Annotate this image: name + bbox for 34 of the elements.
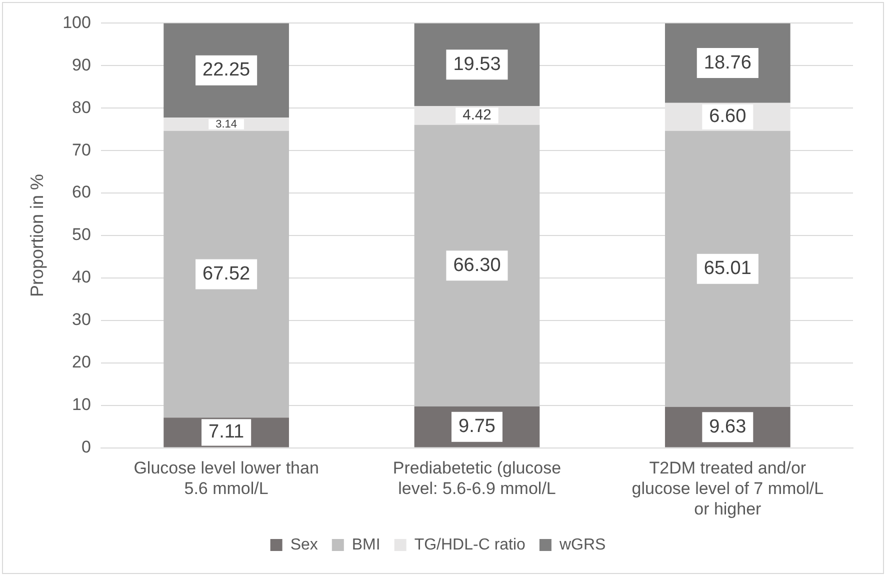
x-tick-label: T2DM treated and/or glucose level of 7 mmol/L or higher xyxy=(632,458,824,518)
y-axis-title: Proportion in % xyxy=(26,174,47,298)
y-tick-label: 10 xyxy=(72,395,91,414)
bar xyxy=(164,130,289,418)
y-tick-label: 50 xyxy=(72,225,91,244)
data-label: 6.60 xyxy=(709,106,746,128)
x-tick-label: Prediabetetic (glucose level: 5.6-6.9 mmol/L xyxy=(392,458,562,498)
data-label: 7.11 xyxy=(208,422,244,443)
legend-label: Sex xyxy=(290,536,318,554)
data-label: 9.63 xyxy=(709,416,746,438)
x-tick-label: Glucose level lower than 5.6 mmol/L xyxy=(134,458,319,498)
data-label: 9.75 xyxy=(458,416,496,438)
y-tick-label: 90 xyxy=(72,55,91,74)
legend-label: wGRS xyxy=(558,536,606,554)
data-label: 18.76 xyxy=(704,52,752,74)
bar xyxy=(664,130,790,407)
data-label: 3.14 xyxy=(216,118,238,130)
bar xyxy=(414,124,540,406)
legend-label: TG/HDL-C ratio xyxy=(414,536,526,554)
data-label: 19.53 xyxy=(453,54,501,75)
y-tick-label: 60 xyxy=(72,182,91,202)
legend-label: BMI xyxy=(352,536,380,554)
data-label: 4.42 xyxy=(462,108,492,124)
y-tick-label: 20 xyxy=(72,352,91,372)
y-tick-label: 40 xyxy=(72,268,91,287)
data-label: 67.52 xyxy=(202,264,250,284)
y-tick-label: 80 xyxy=(72,98,91,117)
y-tick-label: 70 xyxy=(72,140,91,160)
y-tick-label: 0 xyxy=(81,437,91,456)
y-tick-label: 100 xyxy=(62,12,91,32)
data-label: 65.01 xyxy=(704,258,752,280)
data-label: 66.30 xyxy=(453,254,501,276)
y-tick-label: 30 xyxy=(72,310,91,330)
data-label: 22.25 xyxy=(202,60,250,81)
